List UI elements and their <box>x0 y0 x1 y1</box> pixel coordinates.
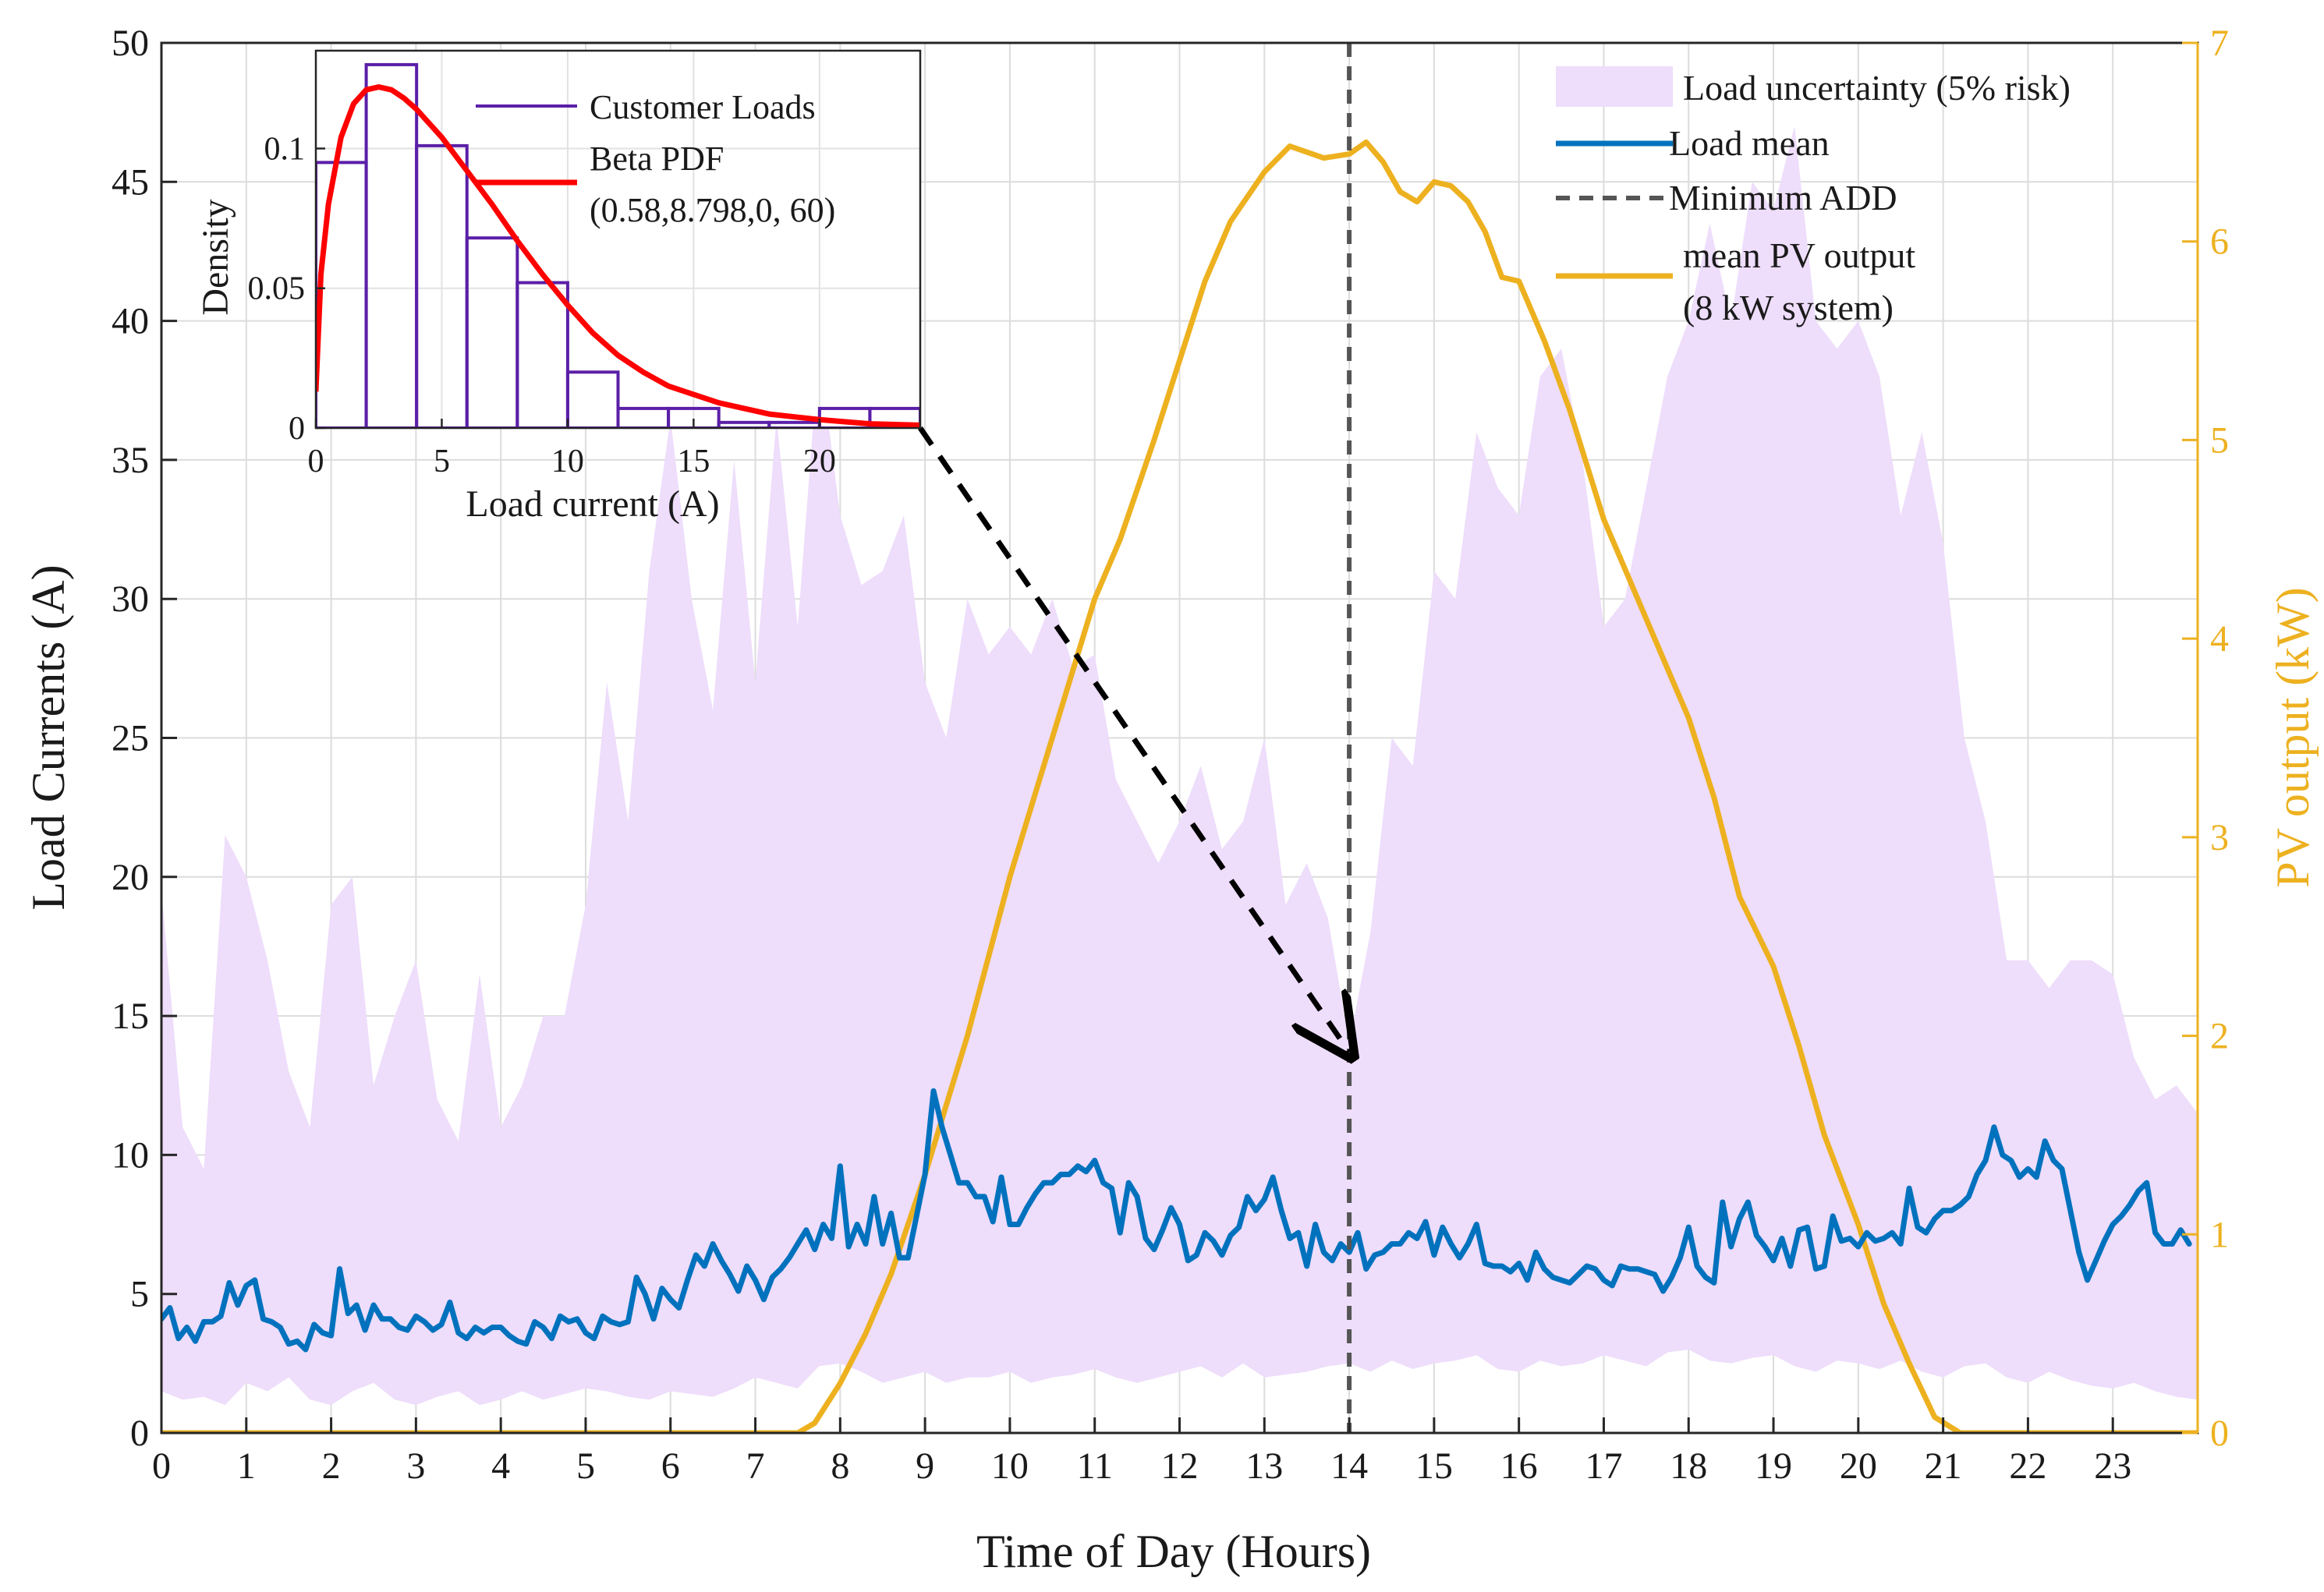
legend-label-uncertainty: Load uncertainty (5% risk) <box>1683 68 2071 108</box>
inset-histogram-bar <box>515 281 569 428</box>
x-tick-label: 14 <box>1330 1445 1368 1487</box>
x-tick-label: 9 <box>916 1445 934 1487</box>
x-tick-label: 16 <box>1500 1445 1538 1487</box>
legend-label-minimum-add: Minimum ADD <box>1669 178 1897 218</box>
y-tick-label-left: 40 <box>112 301 149 342</box>
inset-x-tick-label: 20 <box>803 444 836 479</box>
inset-legend: Customer Loads Beta PDF (0.58,8.798,0, 6… <box>476 88 835 229</box>
inset-y-axis-title: Density <box>195 199 236 315</box>
x-tick-label: 1 <box>237 1445 256 1487</box>
inset-histogram-bar <box>565 370 620 428</box>
legend-label-pv-output: mean PV output <box>1683 235 1915 275</box>
y-tick-label-left: 30 <box>112 578 149 620</box>
x-tick-label: 8 <box>831 1445 849 1487</box>
legend-swatch-uncertainty <box>1556 66 1673 107</box>
x-tick-label: 2 <box>322 1445 341 1487</box>
x-tick-label: 11 <box>1077 1445 1113 1487</box>
y-tick-label-left: 50 <box>112 23 149 64</box>
y-tick-label-left: 5 <box>130 1274 149 1315</box>
inset-legend-label-beta-pdf: Beta PDF <box>590 140 724 178</box>
y-tick-label-left: 25 <box>112 718 149 759</box>
annotation-arrow <box>918 426 1349 1052</box>
y-tick-label-left: 45 <box>112 161 149 203</box>
x-tick-label: 22 <box>2009 1445 2046 1487</box>
y-tick-label-left: 20 <box>112 857 149 898</box>
x-tick-label: 23 <box>2094 1445 2131 1487</box>
x-tick-label: 17 <box>1585 1445 1622 1487</box>
y-tick-label-left: 0 <box>130 1413 149 1454</box>
x-tick-label: 5 <box>576 1445 595 1487</box>
inset-frame <box>314 49 922 430</box>
x-tick-label: 12 <box>1161 1445 1199 1487</box>
inset-x-axis-title: Load current (A) <box>466 483 719 525</box>
x-tick-label: 19 <box>1755 1445 1792 1487</box>
x-tick-label: 20 <box>1840 1445 1877 1487</box>
inset-legend-label-beta-pdf-2: (0.58,8.798,0, 60) <box>590 191 835 229</box>
x-axis-title: Time of Day (Hours) <box>976 1526 1371 1577</box>
pv-output-line <box>161 139 2198 1433</box>
y-axis-title-left: Load Currents (A) <box>23 564 74 910</box>
y-tick-label-left: 10 <box>112 1134 149 1176</box>
x-tick-label: 3 <box>406 1445 425 1487</box>
y-tick-label-right: 4 <box>2210 618 2229 660</box>
x-tick-label: 21 <box>1925 1445 1962 1487</box>
y-tick-label-right: 5 <box>2210 419 2229 461</box>
inset-legend-label-customer-loads: Customer Loads <box>590 88 816 126</box>
y-tick-label-left: 15 <box>112 996 149 1037</box>
legend-label-pv-output-2: (8 kW system) <box>1683 288 1894 327</box>
y-tick-label-right: 2 <box>2210 1016 2229 1057</box>
y-tick-label-left: 35 <box>112 440 149 481</box>
inset-beta-pdf-line <box>316 84 920 428</box>
inset-histogram: 0 5 10 15 20 0 0.05 0.1 Load current (A) Densi… <box>195 49 922 525</box>
legend-label-load-mean: Load mean <box>1669 123 1830 163</box>
inset-y-tick-label: 0 <box>289 411 305 447</box>
y-axis-title-right: PV output (kW) <box>2267 587 2319 888</box>
main-legend: Load uncertainty (5% risk) Load mean Min… <box>1556 66 2071 327</box>
y-tick-label-right: 0 <box>2210 1413 2229 1454</box>
uncertainty-band <box>161 126 2198 1406</box>
x-tick-label: 13 <box>1245 1445 1283 1487</box>
inset-y-tick-label: 0.1 <box>264 131 306 167</box>
inset-x-tick-label: 5 <box>434 444 450 479</box>
y-tick-label-right: 3 <box>2210 817 2229 858</box>
inset-x-tick-label: 15 <box>677 444 710 479</box>
load-mean-line <box>161 1088 2192 1353</box>
y-tick-label-right: 7 <box>2210 23 2229 64</box>
x-tick-label: 10 <box>991 1445 1029 1487</box>
x-tick-label: 4 <box>491 1445 510 1487</box>
inset-y-tick-label: 0.05 <box>248 271 306 307</box>
y-tick-label-right: 6 <box>2210 221 2229 263</box>
inset-x-tick-label: 10 <box>551 444 584 479</box>
x-tick-label: 7 <box>746 1445 765 1487</box>
x-tick-label: 6 <box>661 1445 680 1487</box>
y-tick-label-right: 1 <box>2210 1214 2229 1255</box>
x-tick-label: 18 <box>1670 1445 1707 1487</box>
x-tick-label: 0 <box>152 1445 171 1487</box>
inset-x-tick-label: 0 <box>308 444 324 479</box>
x-tick-label: 15 <box>1415 1445 1453 1487</box>
